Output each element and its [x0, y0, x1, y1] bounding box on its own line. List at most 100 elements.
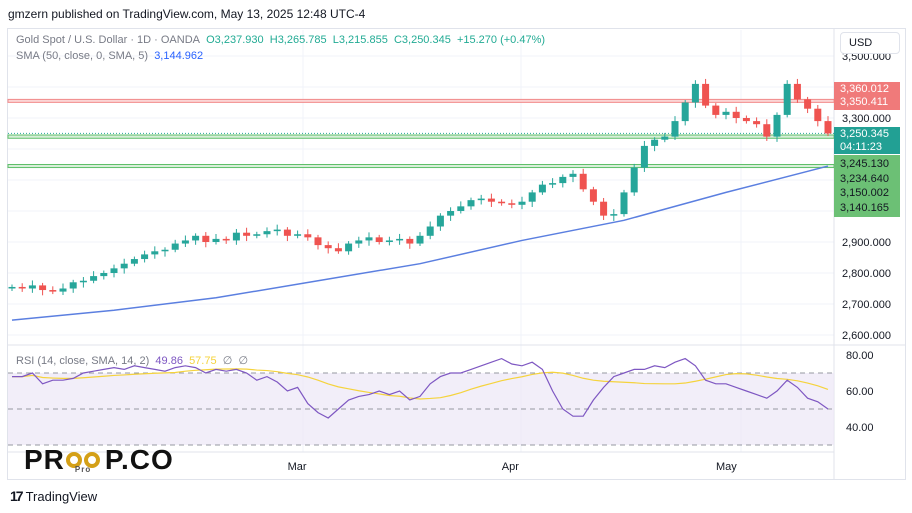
- publish-info: gmzern published on TradingView.com, May…: [8, 7, 366, 21]
- candle-body: [161, 249, 169, 252]
- candle-body: [661, 136, 669, 140]
- candle-body: [783, 83, 791, 115]
- candle-body: [436, 215, 444, 227]
- candle-body: [365, 237, 373, 241]
- sma-line: [11, 165, 829, 321]
- candle-body: [59, 288, 67, 292]
- change-value: +15.270 (+0.47%): [456, 34, 546, 46]
- candle-body: [212, 238, 220, 242]
- rsi-tick-label: 80.00: [846, 350, 874, 362]
- candle-body: [396, 238, 404, 241]
- candle-body: [518, 201, 526, 205]
- candle-body: [600, 201, 608, 216]
- candle-body: [385, 240, 393, 242]
- candle-body: [640, 145, 648, 168]
- support-tags: 3,245.130 3,234.640 3,150.002 3,140.165: [834, 155, 900, 217]
- open-value: O3,237.930: [206, 34, 264, 46]
- support-tag-2: 3,234.640: [840, 172, 889, 185]
- support-tag-1: 3,245.130: [840, 158, 889, 170]
- currency-button[interactable]: USD: [840, 32, 900, 54]
- resistance-tags: 3,360.012 3,350.411: [834, 82, 900, 110]
- candle-body: [559, 176, 567, 184]
- candle-body: [79, 280, 87, 283]
- rsi-extra-1: ∅: [222, 355, 233, 367]
- price-tick-label: 3,300.000: [842, 113, 891, 125]
- tradingview-text: TradingView: [25, 488, 98, 504]
- candle-body: [39, 285, 47, 291]
- footer-brand[interactable]: 17 TradingView: [10, 488, 97, 504]
- candle-body: [589, 189, 597, 202]
- candle-body: [620, 192, 628, 215]
- rsi-sma-value: 57.75: [189, 355, 217, 367]
- chart-frame: [7, 28, 906, 480]
- candle-body: [753, 121, 761, 125]
- sma-value: 3,144.962: [154, 50, 204, 62]
- candle-body: [253, 234, 261, 236]
- current-price-tag: 3,250.345 04:11:23: [834, 127, 900, 154]
- owl-eye-icon: [83, 452, 100, 468]
- close-value: C3,250.345: [393, 34, 451, 46]
- candle-body: [28, 285, 36, 289]
- candle-body: [181, 240, 189, 244]
- candle-body: [8, 286, 16, 289]
- candle-body: [538, 184, 546, 193]
- candle-body: [763, 124, 771, 137]
- price-tick-label: 2,800.000: [842, 268, 891, 280]
- resistance-tag-2: 3,350.411: [840, 95, 889, 108]
- candle-body: [304, 234, 312, 238]
- candle-body: [702, 83, 710, 106]
- candle-body: [579, 173, 587, 190]
- candle-body: [651, 139, 659, 146]
- candle-body: [487, 198, 495, 202]
- candle-body: [467, 200, 475, 207]
- candle-body: [477, 198, 485, 201]
- candle-body: [508, 203, 516, 205]
- candle-body: [671, 121, 679, 137]
- candle-body: [294, 234, 302, 236]
- candle-body: [171, 243, 179, 250]
- resistance-tag-1: 3,360.012: [840, 83, 889, 95]
- candle-body: [273, 229, 281, 232]
- candle-body: [355, 240, 363, 244]
- price-tick-label: 3,500.000: [842, 51, 891, 63]
- candle-body: [793, 83, 801, 100]
- candle-body: [151, 251, 159, 255]
- candle-body: [569, 173, 577, 177]
- symbol-legend: Gold Spot / U.S. Dollar · 1D · OANDA O3,…: [16, 34, 545, 46]
- high-value: H3,265.785: [269, 34, 327, 46]
- candle-body: [406, 238, 414, 244]
- candle-body: [18, 286, 26, 289]
- resistance-zone: [7, 98, 835, 103]
- candle-body: [498, 201, 506, 204]
- candle-body: [691, 83, 699, 103]
- candle-body: [222, 238, 230, 241]
- tradingview-logo-icon: 17: [10, 488, 24, 504]
- candle-body: [314, 237, 322, 246]
- candle-body: [345, 243, 353, 252]
- support-zone-1: [7, 134, 835, 139]
- candle-body: [90, 276, 98, 281]
- support-tag-3: 3,150.002: [840, 187, 889, 199]
- candle-body: [100, 273, 108, 277]
- logo-text-left: PR: [24, 444, 65, 475]
- price-tick-label: 2,700.000: [842, 299, 891, 311]
- time-tick-label: May: [716, 461, 737, 473]
- candle-body: [722, 111, 730, 115]
- candle-body: [549, 183, 557, 185]
- candle-body: [232, 232, 240, 241]
- candle-body: [447, 211, 455, 216]
- symbol-name: Gold Spot / U.S. Dollar · 1D · OANDA: [16, 34, 200, 46]
- price-tick-label: 2,600.000: [842, 330, 891, 342]
- candle-body: [804, 99, 812, 109]
- candle-body: [263, 231, 271, 235]
- candle-body: [120, 263, 128, 269]
- rsi-sma-line: [12, 368, 829, 400]
- candle-body: [130, 259, 138, 264]
- rsi-tick-label: 40.00: [846, 422, 874, 434]
- candle-body: [283, 229, 291, 236]
- candle-body: [416, 235, 424, 244]
- candle-body: [202, 235, 210, 242]
- candle-body: [457, 206, 465, 211]
- logo-owl-text: Pro: [74, 464, 92, 474]
